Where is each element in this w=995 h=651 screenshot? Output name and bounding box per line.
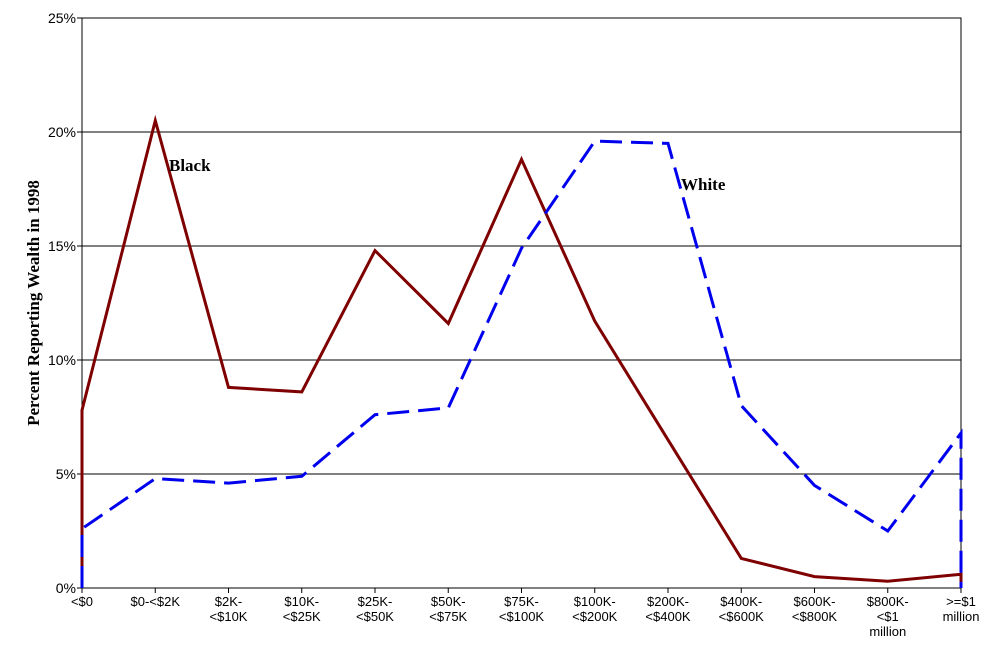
y-tick-label: 0% xyxy=(56,580,76,596)
y-axis: 0% 5% 10% 15% 20% 25% xyxy=(48,10,82,596)
y-axis-label: Percent Reporting Wealth in 1998 xyxy=(24,180,43,426)
series-label-black: Black xyxy=(169,156,211,175)
x-tick-label: $100K-<$200K xyxy=(572,594,618,624)
plot-area xyxy=(81,17,962,589)
x-tick-label: $10K-<$25K xyxy=(283,594,321,624)
x-tick-label: >=$1 million xyxy=(943,594,980,624)
series-line-black xyxy=(80,114,963,588)
series-label-white: White xyxy=(681,175,726,194)
series-lines xyxy=(80,114,963,588)
x-tick-label: $400K-<$600K xyxy=(719,594,765,624)
x-tick-label: $200K-<$400K xyxy=(645,594,691,624)
x-axis: <$0 $0-<$2K $2K-<$10K $10K-<$25K $25K-<$50K $… xyxy=(71,588,979,639)
x-tick-label: $0-<$2K xyxy=(130,594,180,609)
y-tick-label: 10% xyxy=(48,352,76,368)
x-tick-label: $600K-<$800K xyxy=(792,594,838,624)
x-tick-label: $2K-<$10K xyxy=(210,594,248,624)
x-tick-label: $800K-<$1 million xyxy=(867,594,909,639)
grid-lines xyxy=(82,131,961,475)
x-tick-label: $25K-<$50K xyxy=(356,594,394,624)
y-tick-label: 20% xyxy=(48,124,76,140)
x-tick-label: $75K-<$100K xyxy=(499,594,545,624)
x-tick-label: $50K-<$75K xyxy=(429,594,467,624)
series-line-white xyxy=(80,139,963,588)
x-tick-label: <$0 xyxy=(71,594,93,609)
y-tick-label: 15% xyxy=(48,238,76,254)
y-tick-label: 25% xyxy=(48,10,76,26)
y-tick-label: 5% xyxy=(56,466,76,482)
